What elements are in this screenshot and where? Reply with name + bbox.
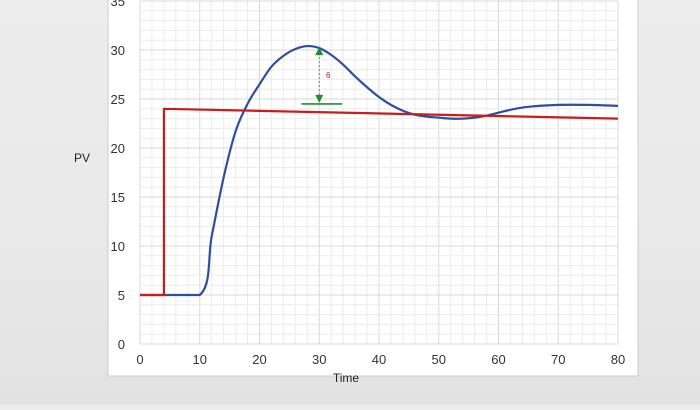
x-tick-label: 20 [252, 352, 266, 367]
chart-area [107, 0, 639, 377]
y-tick-label: 20 [111, 141, 125, 156]
y-axis-ticks: 0 5 10 15 20 25 30 35 [111, 0, 125, 352]
x-tick-label: 60 [491, 352, 505, 367]
x-axis-ticks: 0 10 20 30 40 50 60 70 80 [136, 352, 625, 367]
y-axis-label: PV [74, 151, 90, 165]
x-tick-label: 10 [193, 352, 207, 367]
y-tick-label: 10 [111, 239, 125, 254]
y-tick-label: 0 [118, 337, 125, 352]
x-tick-label: 0 [136, 352, 143, 367]
x-tick-label: 40 [372, 352, 386, 367]
annotation-group: 6 [301, 47, 343, 105]
annotation-arrowhead-down [315, 94, 324, 103]
x-tick-label: 30 [312, 352, 326, 367]
x-tick-label: 70 [551, 352, 565, 367]
y-tick-label: 15 [111, 190, 125, 205]
y-tick-label: 25 [111, 92, 125, 107]
annotation-label: 6 [326, 71, 331, 80]
series-line-2 [140, 107, 619, 297]
series-line-1 [140, 44, 619, 297]
gridlines [139, 0, 619, 345]
series-group [140, 44, 619, 297]
x-tick-label: 50 [432, 352, 446, 367]
x-tick-label: 80 [611, 352, 625, 367]
y-tick-label: 35 [111, 0, 125, 9]
x-axis-label: Time [333, 371, 360, 385]
y-tick-label: 5 [118, 288, 125, 303]
y-tick-label: 30 [111, 43, 125, 58]
annotation-arrowhead-up [315, 47, 324, 56]
